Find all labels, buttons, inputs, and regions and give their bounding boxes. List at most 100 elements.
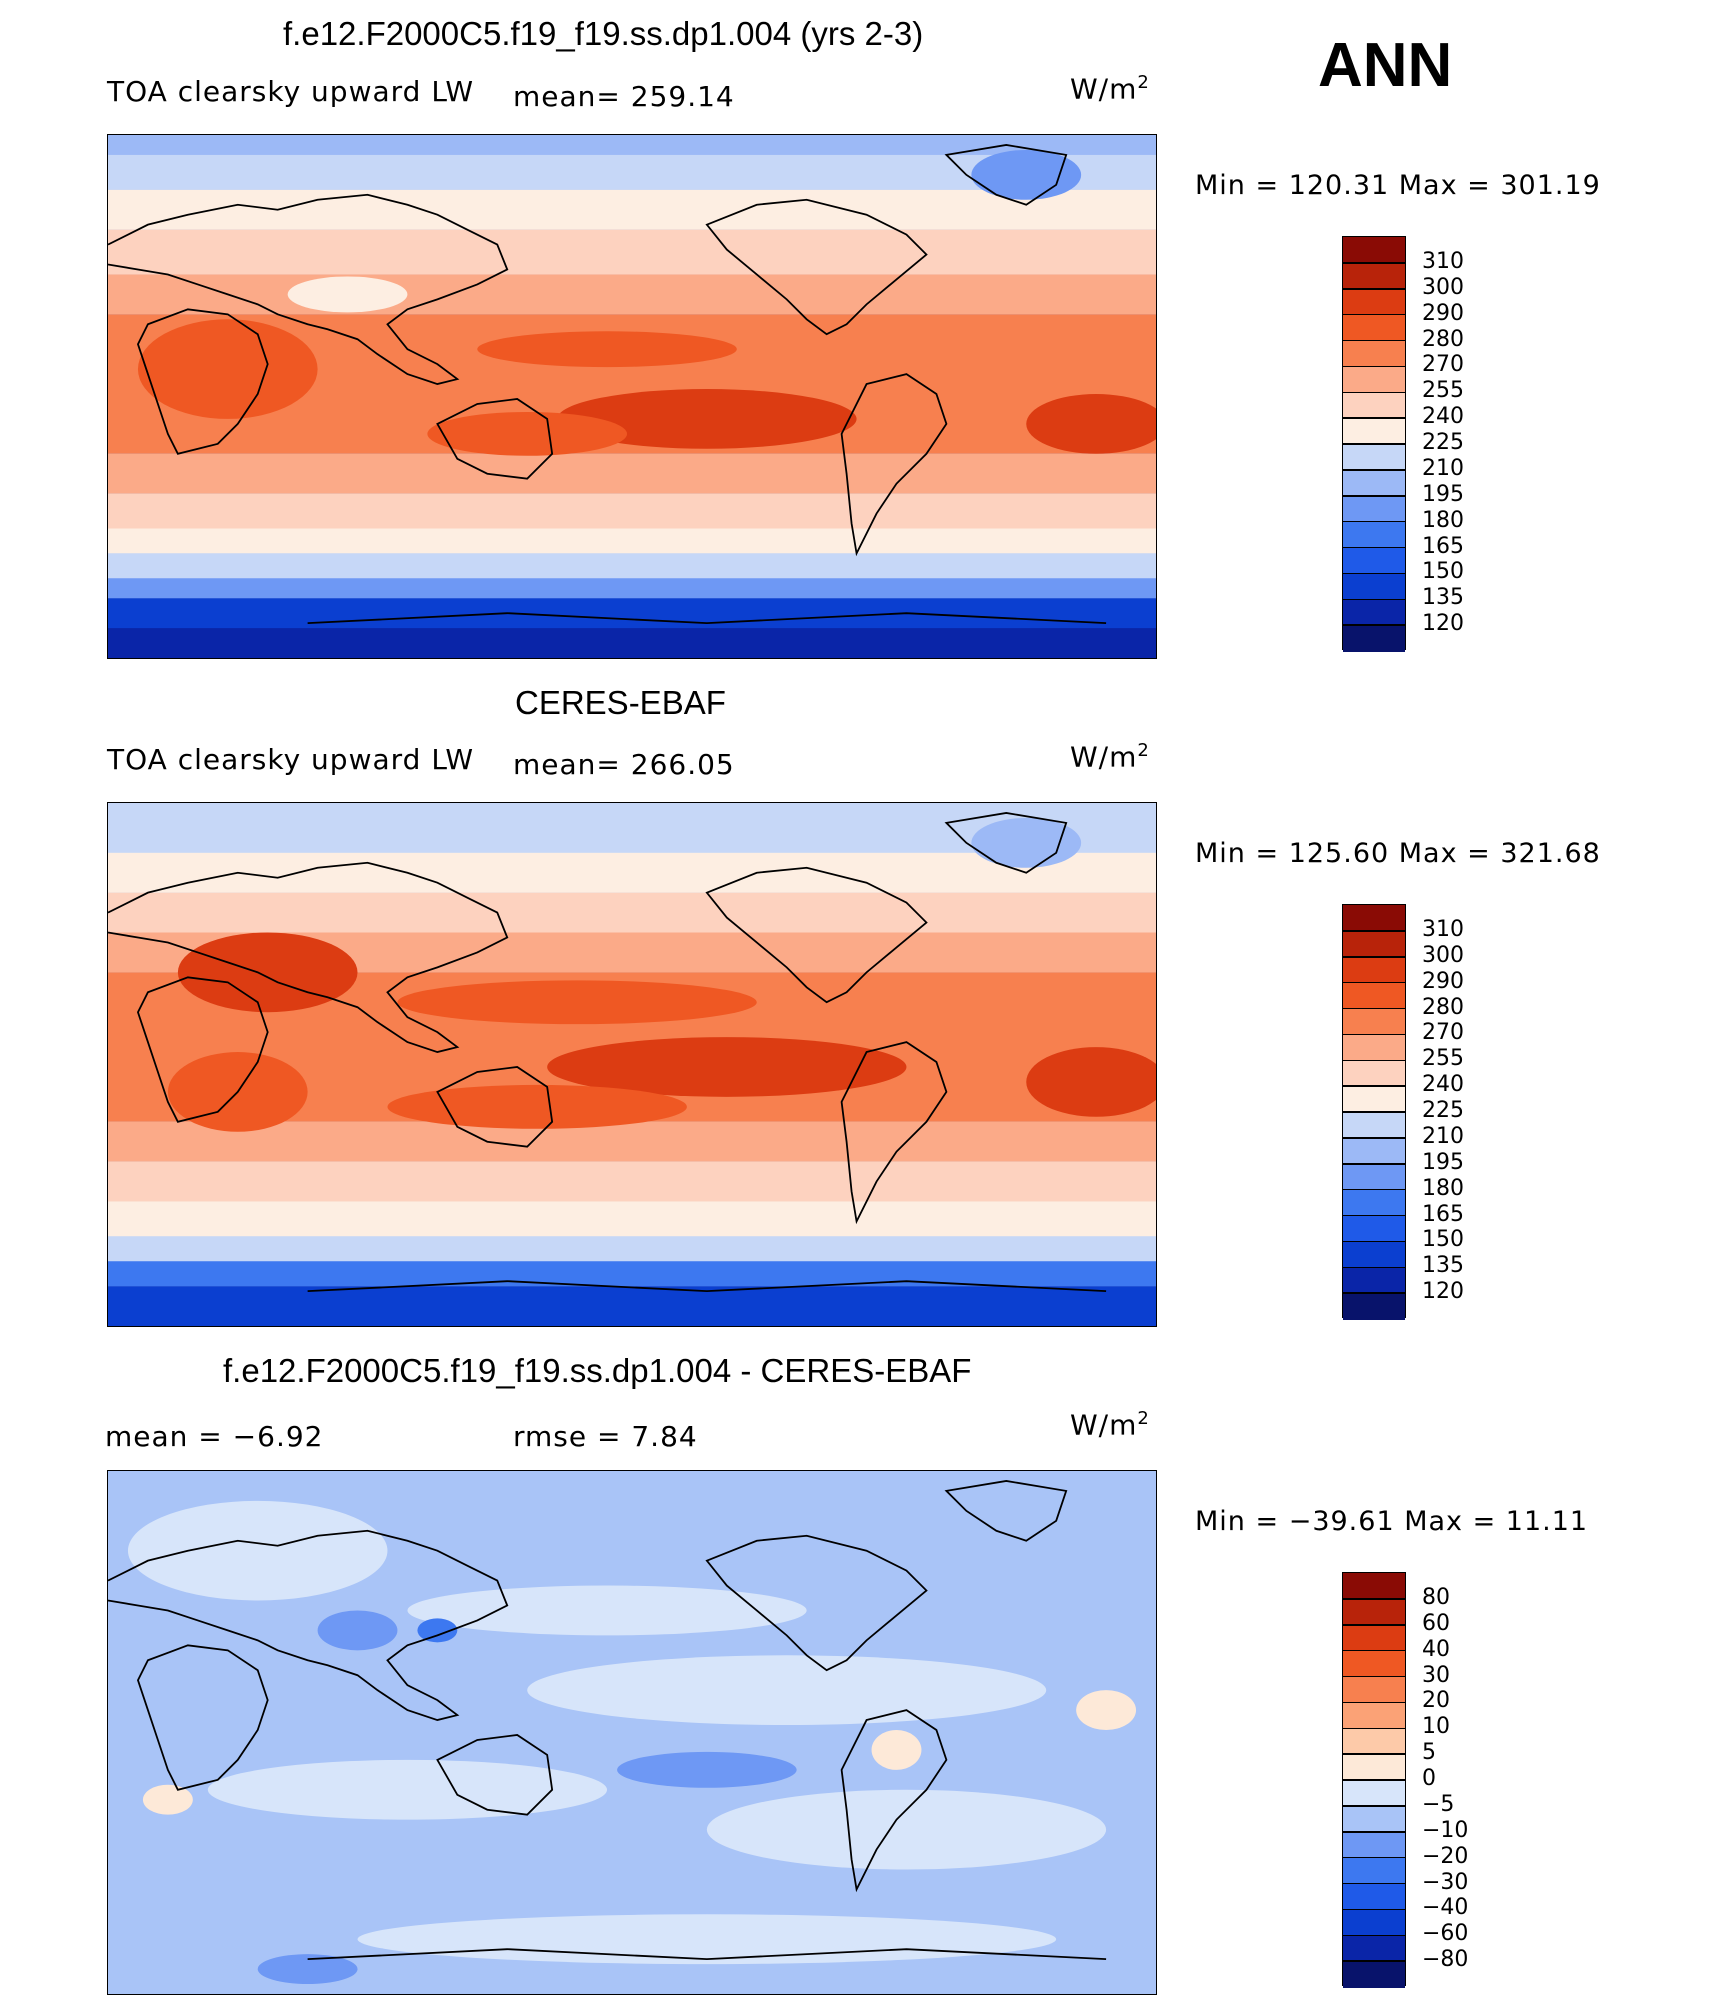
season-label: ANN <box>1318 31 1453 100</box>
colorbar-divider <box>1343 572 1405 575</box>
colorbar-divider <box>1343 1649 1405 1652</box>
colorbar-tick-label: 270 <box>1422 1020 1464 1046</box>
colorbar-swatch <box>1343 930 1405 958</box>
colorbar-tick-label: 210 <box>1422 1123 1464 1149</box>
colorbar-divider <box>1343 1007 1405 1010</box>
colorbar-swatch <box>1343 314 1405 341</box>
colorbar-swatch <box>1343 1805 1405 1833</box>
colorbar-divider <box>1343 1908 1405 1911</box>
colorbar-swatch <box>1343 1883 1405 1910</box>
colorbar-divider <box>1343 469 1405 471</box>
colorbar-swatch <box>1343 1189 1405 1216</box>
colorbar-swatch <box>1343 1754 1405 1781</box>
panel-2-units: W/m2 <box>1070 740 1150 774</box>
colorbar-tick-label: 290 <box>1422 968 1464 994</box>
colorbar-tick-label: 210 <box>1422 455 1464 481</box>
colorbar-swatch <box>1343 547 1405 574</box>
colorbar-tick-label: 165 <box>1422 1201 1464 1227</box>
panel-3-rmse-label: rmse = 7.84 <box>513 1420 698 1453</box>
colorbar-tick-label: 255 <box>1422 378 1464 404</box>
colorbar-tick-label: 180 <box>1422 507 1464 533</box>
colorbar-tick-label: −5 <box>1422 1791 1455 1817</box>
colorbar-swatch <box>1343 1728 1405 1755</box>
colorbar-tick-label: −40 <box>1422 1895 1469 1921</box>
colorbar-divider <box>1343 624 1405 626</box>
colorbar-divider <box>1343 1240 1405 1243</box>
colorbar-tick-label: 300 <box>1422 274 1464 300</box>
colorbar-swatch <box>1343 262 1405 290</box>
colorbar-divider <box>1343 930 1405 932</box>
colorbar-swatch <box>1343 1163 1405 1191</box>
colorbar-swatch <box>1343 905 1405 932</box>
colorbar-swatch <box>1343 1215 1405 1242</box>
colorbar-divider <box>1343 1675 1405 1678</box>
colorbar-divider <box>1343 495 1405 497</box>
colorbar-tick-label: 240 <box>1422 404 1464 430</box>
panel-1-minmax: Min = 120.31 Max = 301.19 <box>1195 170 1601 201</box>
colorbar-tick-label: 20 <box>1422 1688 1450 1714</box>
panel-1-units: W/m2 <box>1070 72 1150 106</box>
colorbar-swatch <box>1343 1935 1405 1962</box>
colorbar-swatch <box>1343 340 1405 367</box>
panel-2-map-svg <box>108 803 1156 1326</box>
colorbar-divider <box>1343 443 1405 445</box>
panel-3-mean-label: mean = −6.92 <box>105 1420 324 1453</box>
colorbar-tick-label: 270 <box>1422 352 1464 378</box>
colorbar-swatch <box>1343 1112 1405 1139</box>
panel-1-variable-label: TOA clearsky upward LW <box>107 75 475 108</box>
colorbar-swatch <box>1343 573 1405 600</box>
colorbar-divider <box>1343 1085 1405 1087</box>
colorbar-divider <box>1343 391 1405 393</box>
colorbar-divider <box>1343 1856 1405 1859</box>
colorbar-divider <box>1343 339 1405 342</box>
colorbar-divider <box>1343 956 1405 958</box>
panel-2-mean-label: mean= 266.05 <box>513 748 735 781</box>
colorbar-tick-label: 195 <box>1422 481 1464 507</box>
colorbar-swatch <box>1343 1831 1405 1859</box>
colorbar-tick-label: 30 <box>1422 1662 1450 1688</box>
colorbar-swatch <box>1343 1086 1405 1113</box>
colorbar-tick-label: 225 <box>1422 1098 1464 1123</box>
colorbar-divider <box>1343 1727 1405 1729</box>
panel-1-mean-label: mean= 259.14 <box>513 80 735 113</box>
colorbar-divider <box>1343 981 1405 984</box>
colorbar-swatch <box>1343 366 1405 393</box>
colorbar-divider <box>1343 520 1405 523</box>
colorbar-tick-label: −60 <box>1422 1921 1469 1947</box>
colorbar-swatch <box>1343 1267 1405 1294</box>
colorbar-swatch <box>1343 1780 1405 1807</box>
colorbar-swatch <box>1343 392 1405 419</box>
colorbar-swatch <box>1343 1650 1405 1677</box>
colorbar-divider <box>1343 1960 1405 1962</box>
colorbar-divider <box>1343 546 1405 549</box>
colorbar-swatch <box>1343 1598 1405 1626</box>
colorbar-divider <box>1343 1831 1405 1833</box>
colorbar-divider <box>1343 1188 1405 1191</box>
colorbar-divider <box>1343 288 1405 290</box>
colorbar-swatch <box>1343 1857 1405 1884</box>
colorbar-swatch <box>1343 625 1405 652</box>
colorbar-tick-label: 180 <box>1422 1175 1464 1201</box>
colorbar-tick-label: 280 <box>1422 326 1464 352</box>
colorbar-tick-label: 255 <box>1422 1046 1464 1072</box>
colorbar-tick-label: 10 <box>1422 1714 1450 1740</box>
colorbar-tick-label: 240 <box>1422 1072 1464 1098</box>
colorbar-divider <box>1343 1033 1405 1036</box>
colorbar-tick-label: 0 <box>1422 1766 1436 1791</box>
colorbar-swatch <box>1343 1137 1405 1165</box>
colorbar-tick-label: 310 <box>1422 916 1464 942</box>
colorbar-tick-label: 300 <box>1422 942 1464 968</box>
colorbar-tick-label: 290 <box>1422 300 1464 326</box>
colorbar-swatch <box>1343 469 1405 497</box>
colorbar-swatch <box>1343 1008 1405 1035</box>
colorbar-swatch <box>1343 1573 1405 1600</box>
panel-3-title: f.e12.F2000C5.f19_f19.ss.dp1.004 - CERES… <box>223 1352 972 1389</box>
colorbar-tick-label: 195 <box>1422 1149 1464 1175</box>
colorbar-divider <box>1343 1934 1405 1936</box>
colorbar-divider <box>1343 1266 1405 1268</box>
panel-3-map-svg <box>108 1471 1156 1994</box>
colorbar-tick-label: −10 <box>1422 1817 1469 1843</box>
panel-1-map <box>107 134 1157 659</box>
colorbar-swatch <box>1343 1702 1405 1729</box>
panel-3-minmax: Min = −39.61 Max = 11.11 <box>1195 1506 1589 1537</box>
